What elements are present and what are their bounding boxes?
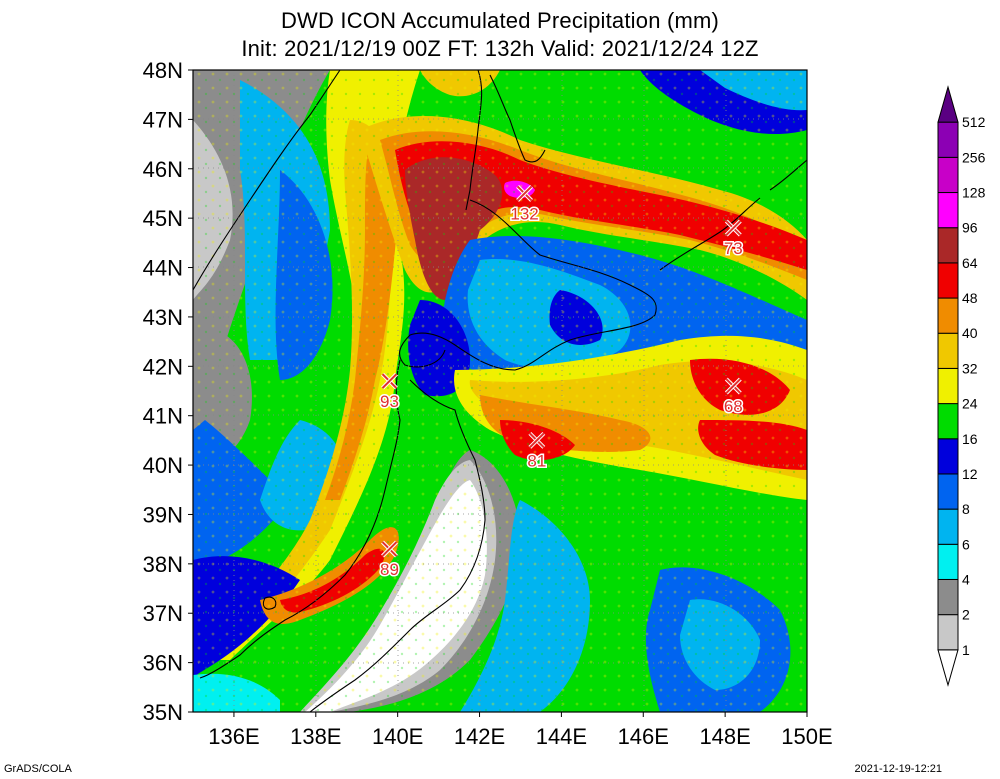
legend-level-label: 8 xyxy=(962,501,970,517)
legend-swatch xyxy=(937,297,959,334)
lat-label: 35N xyxy=(143,700,183,725)
lon-label: 140E xyxy=(372,724,423,749)
legend-level-label: 32 xyxy=(962,360,978,376)
lat-label: 40N xyxy=(143,453,183,478)
max-marker: 93 xyxy=(379,372,400,413)
lon-label: 144E xyxy=(536,724,587,749)
max-marker: 73 xyxy=(722,219,744,260)
lat-label: 47N xyxy=(143,107,183,132)
map-frame xyxy=(192,69,808,713)
legend-swatch xyxy=(937,367,959,405)
max-value-label: 93 xyxy=(380,392,399,411)
legend-swatch xyxy=(937,332,959,369)
legend-swatch xyxy=(937,578,959,616)
lat-label: 39N xyxy=(143,502,183,527)
lon-label: 136E xyxy=(208,724,259,749)
legend-swatch xyxy=(937,614,959,651)
footer-timestamp: 2021-12-19-12:21 xyxy=(854,763,942,775)
lat-label: 38N xyxy=(143,552,183,577)
lat-label: 43N xyxy=(143,305,183,330)
legend-level-label: 6 xyxy=(962,536,970,552)
lat-label: 44N xyxy=(143,256,183,281)
lat-label: 48N xyxy=(143,58,183,83)
legend-level-label: 24 xyxy=(962,396,978,412)
legend-level-label: 128 xyxy=(962,185,986,201)
max-value-label: 81 xyxy=(527,451,546,470)
legend-swatch xyxy=(937,156,959,194)
lon-label: 148E xyxy=(699,724,750,749)
max-marker: 132 xyxy=(509,185,540,225)
lat-label: 41N xyxy=(143,404,183,429)
legend-swatch xyxy=(937,473,959,510)
legend-level-label: 2 xyxy=(962,607,970,623)
lon-label: 142E xyxy=(454,724,505,749)
longitude-axis: 136E 138E 140E 142E 144E 146E 148E 150E xyxy=(208,712,833,749)
max-markers: 132 73 93 68 81 89 xyxy=(379,185,744,581)
legend-swatch xyxy=(937,227,959,264)
map-subtitle: Init: 2021/12/19 00Z FT: 132h Valid: 202… xyxy=(241,36,759,61)
max-value-label: 89 xyxy=(380,560,399,579)
coastlines xyxy=(193,70,807,712)
lon-label: 138E xyxy=(290,724,341,749)
lat-label: 37N xyxy=(143,601,183,626)
legend-swatch xyxy=(937,85,959,123)
legend-level-label: 48 xyxy=(962,290,978,306)
max-marker: 81 xyxy=(526,431,548,472)
max-value-label: 132 xyxy=(510,204,538,223)
lat-label: 46N xyxy=(143,157,183,182)
max-value-label: 68 xyxy=(724,397,743,416)
legend-level-label: 1 xyxy=(962,642,970,658)
legend-swatch xyxy=(937,438,959,475)
lat-label: 36N xyxy=(143,651,183,676)
legend-level-label: 96 xyxy=(962,220,978,236)
lon-label: 150E xyxy=(781,724,832,749)
graticule xyxy=(193,70,807,712)
map-title: DWD ICON Accumulated Precipitation (mm) xyxy=(280,8,720,33)
legend-level-label: 512 xyxy=(962,114,986,130)
max-marker: 68 xyxy=(722,377,744,418)
legend-level-label: 64 xyxy=(962,255,978,271)
legend-swatch xyxy=(937,403,959,440)
legend-level-label: 4 xyxy=(962,571,970,587)
legend-swatch xyxy=(937,192,959,229)
legend-level-label: 256 xyxy=(962,149,986,165)
latitude-axis: 48N 47N 46N 45N 44N 43N 42N 41N 40N 39N 38N 37N 36N 3… xyxy=(143,58,193,725)
legend-level-label: 40 xyxy=(962,325,978,341)
legend-swatch xyxy=(937,508,959,545)
precipitation-field xyxy=(193,70,807,712)
footer-credit: GrADS/COLA xyxy=(4,763,72,775)
lon-label: 146E xyxy=(618,724,669,749)
legend-level-label: 12 xyxy=(962,466,978,482)
legend-swatch xyxy=(937,649,959,687)
legend-swatch xyxy=(937,543,959,580)
legend-swatch xyxy=(937,262,959,299)
lat-label: 42N xyxy=(143,354,183,379)
legend-swatch xyxy=(937,121,959,158)
max-marker: 89 xyxy=(379,540,400,581)
max-value-label: 73 xyxy=(724,239,743,258)
lat-label: 45N xyxy=(143,206,183,231)
legend-level-label: 16 xyxy=(962,431,978,447)
